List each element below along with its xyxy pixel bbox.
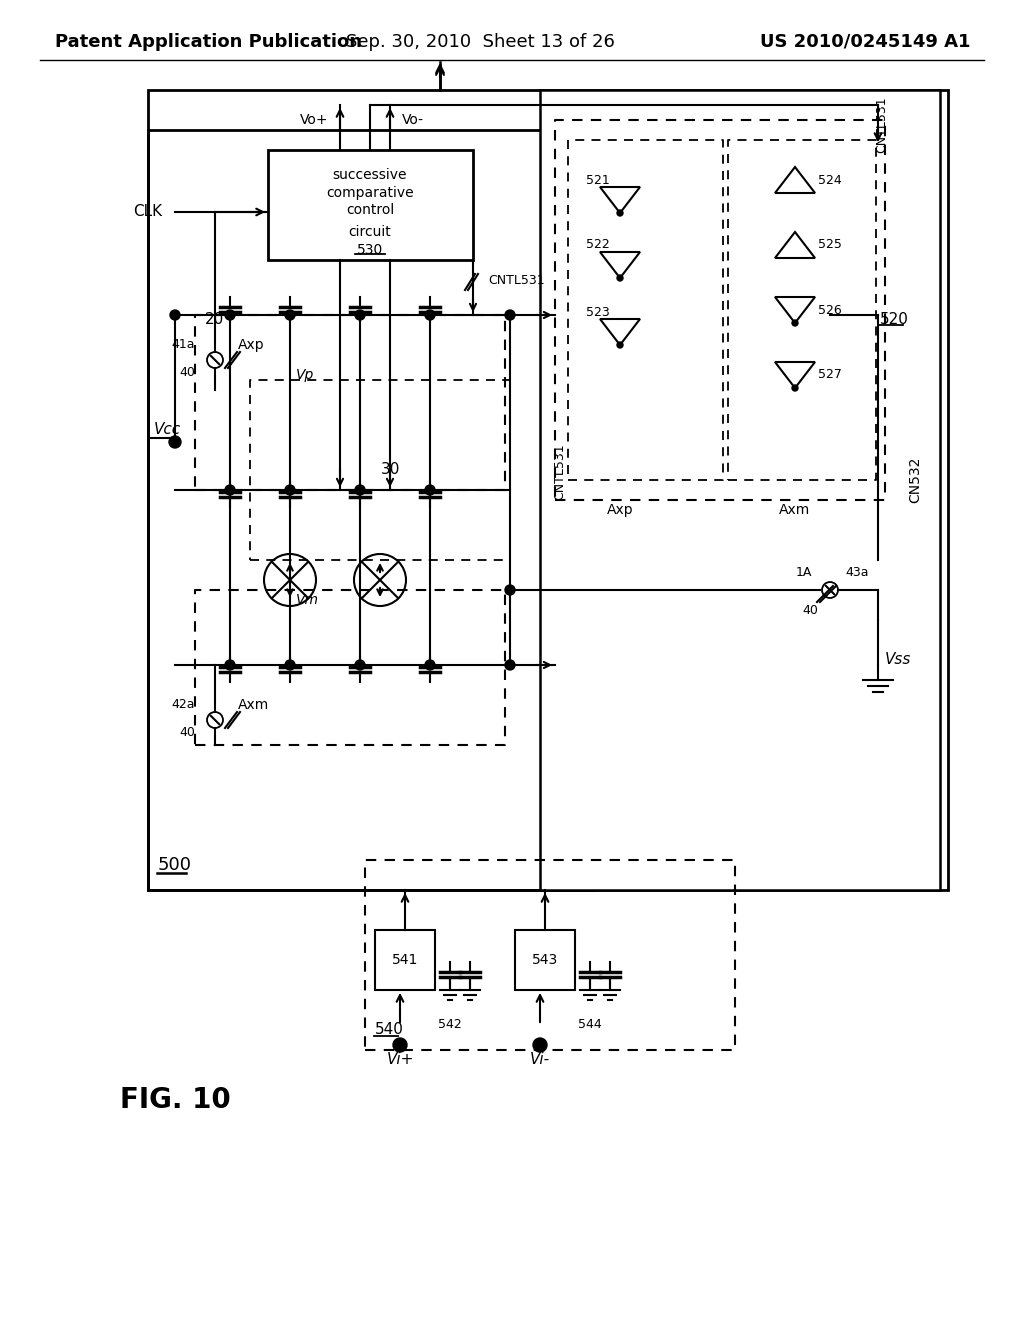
Bar <box>515 931 575 990</box>
Text: 525: 525 <box>818 239 842 252</box>
Circle shape <box>505 310 515 319</box>
Text: 544: 544 <box>579 1019 602 1031</box>
Circle shape <box>425 484 435 495</box>
Text: 43a: 43a <box>845 565 868 578</box>
Circle shape <box>285 484 295 495</box>
Text: 40: 40 <box>179 726 195 738</box>
Text: Vm: Vm <box>296 593 319 607</box>
Text: 524: 524 <box>818 173 842 186</box>
Text: Vo-: Vo- <box>402 114 424 127</box>
Circle shape <box>792 385 798 391</box>
Circle shape <box>355 660 365 671</box>
Text: 521: 521 <box>586 173 610 186</box>
Bar <box>540 90 940 890</box>
Circle shape <box>792 319 798 326</box>
Circle shape <box>170 310 180 319</box>
Text: CN532: CN532 <box>908 457 922 503</box>
Text: CLK: CLK <box>133 205 162 219</box>
Text: 40: 40 <box>179 366 195 379</box>
Text: 541: 541 <box>392 953 418 968</box>
Text: Vo+: Vo+ <box>299 114 328 127</box>
Text: 520: 520 <box>880 313 909 327</box>
Text: Axp: Axp <box>606 503 633 517</box>
Text: CNTL531: CNTL531 <box>554 444 566 500</box>
Circle shape <box>617 342 623 348</box>
Text: circuit: circuit <box>348 224 391 239</box>
Text: 42a: 42a <box>171 698 195 711</box>
Text: Vi-: Vi- <box>530 1052 550 1068</box>
Text: 540: 540 <box>375 1023 403 1038</box>
Text: 530: 530 <box>357 243 383 257</box>
Circle shape <box>505 660 515 671</box>
Circle shape <box>225 484 234 495</box>
Text: 526: 526 <box>818 304 842 317</box>
Text: FIG. 10: FIG. 10 <box>120 1086 230 1114</box>
Bar <box>375 931 435 990</box>
Text: Vss: Vss <box>885 652 911 668</box>
Text: 41a: 41a <box>171 338 195 351</box>
Text: 20: 20 <box>205 313 224 327</box>
Bar <box>148 129 593 890</box>
Text: 500: 500 <box>158 855 193 874</box>
Text: Patent Application Publication: Patent Application Publication <box>55 33 362 51</box>
Text: 542: 542 <box>438 1019 462 1031</box>
Text: 522: 522 <box>586 239 610 252</box>
Circle shape <box>425 310 435 319</box>
Circle shape <box>617 275 623 281</box>
Text: comparative: comparative <box>327 186 414 201</box>
Circle shape <box>285 310 295 319</box>
Circle shape <box>169 436 181 447</box>
Text: 527: 527 <box>818 368 842 381</box>
Circle shape <box>425 660 435 671</box>
Text: 40: 40 <box>802 603 818 616</box>
Text: Vi+: Vi+ <box>386 1052 414 1068</box>
Text: Vcc: Vcc <box>154 422 181 437</box>
Circle shape <box>617 210 623 216</box>
Text: 523: 523 <box>586 305 610 318</box>
Circle shape <box>355 484 365 495</box>
Text: 30: 30 <box>380 462 399 478</box>
Circle shape <box>285 660 295 671</box>
Circle shape <box>534 1038 547 1052</box>
Text: Axp: Axp <box>238 338 264 352</box>
Text: CNTL531: CNTL531 <box>876 96 889 153</box>
Text: successive: successive <box>333 168 408 182</box>
Text: Axm: Axm <box>238 698 269 711</box>
Circle shape <box>393 1038 407 1052</box>
Bar <box>148 90 948 890</box>
Circle shape <box>225 660 234 671</box>
Text: CNTL531: CNTL531 <box>488 273 545 286</box>
Circle shape <box>505 585 515 595</box>
Text: Axm: Axm <box>779 503 811 517</box>
Text: US 2010/0245149 A1: US 2010/0245149 A1 <box>760 33 970 51</box>
Text: Sep. 30, 2010  Sheet 13 of 26: Sep. 30, 2010 Sheet 13 of 26 <box>345 33 614 51</box>
Circle shape <box>225 310 234 319</box>
Circle shape <box>355 310 365 319</box>
Text: 543: 543 <box>531 953 558 968</box>
Text: 1A: 1A <box>796 565 812 578</box>
Text: Vp: Vp <box>296 368 314 381</box>
Bar <box>268 150 473 260</box>
Text: control: control <box>346 203 394 216</box>
